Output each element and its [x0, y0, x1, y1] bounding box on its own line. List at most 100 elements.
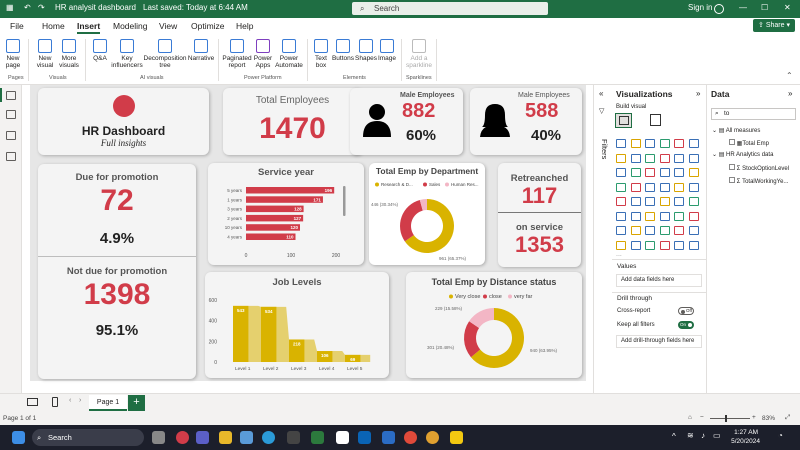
visual-type-icon[interactable] [688, 139, 699, 148]
zoom-slider[interactable] [710, 415, 750, 422]
fit-to-window-icon[interactable]: ⤢ [785, 414, 791, 421]
visual-type-icon[interactable] [674, 153, 684, 163]
menu-home[interactable]: Home [42, 21, 65, 31]
distance-chart-card[interactable]: Total Emp by Distance status Very close cl… [406, 272, 582, 378]
tree-table-all-measures[interactable]: ⌄ ▤ All measures [712, 127, 760, 134]
notepad-icon[interactable] [336, 431, 349, 444]
desktop-layout-icon[interactable] [27, 398, 38, 406]
female-employees-card[interactable]: Male Employees 588 40% [470, 88, 582, 155]
maximize-icon[interactable]: ☐ [761, 3, 769, 12]
more-visuals-button[interactable]: More visuals [56, 39, 82, 69]
male-employees-card[interactable]: Male Employees 882 60% [350, 88, 463, 155]
edge-icon[interactable] [262, 431, 275, 444]
chrome-icon[interactable] [404, 431, 417, 444]
tree-field-stock-option[interactable]: Σ StockOptionLevel [729, 164, 789, 172]
visual-type-icon[interactable] [688, 226, 699, 235]
power-apps-button[interactable]: Power Apps [252, 39, 274, 69]
excel-icon[interactable] [311, 431, 324, 444]
visual-type-icon[interactable] [645, 139, 655, 148]
visual-type-icon[interactable] [659, 226, 670, 235]
retrenchment-card[interactable]: Retreanched 117 on service 1353 [498, 163, 581, 267]
image-button[interactable]: Image [377, 39, 397, 62]
close-icon[interactable]: ✕ [784, 3, 791, 12]
keep-filters-toggle[interactable]: On [678, 321, 694, 329]
table-view-icon[interactable] [6, 110, 16, 119]
visual-type-icon[interactable] [688, 197, 699, 206]
visual-type-icon[interactable] [659, 168, 670, 177]
share-button[interactable]: ⇪ Share ▾ [753, 19, 795, 32]
field-checkbox[interactable] [729, 177, 735, 183]
power-automate-button[interactable]: Power Automate [274, 39, 304, 69]
visual-type-icon[interactable] [645, 168, 655, 177]
wifi-icon[interactable]: ≋ [687, 431, 694, 440]
tree-field-total-emp[interactable]: ▦Total Emp [729, 139, 769, 147]
shapes-button[interactable]: Shapes [355, 39, 377, 62]
visual-type-icon[interactable] [630, 153, 641, 163]
add-drill-through-well[interactable]: Add drill-through fields here [616, 335, 702, 348]
save-status[interactable]: Last saved: Today at 6:44 AM [143, 3, 248, 12]
decomposition-tree-button[interactable]: Decomposition tree [143, 39, 187, 69]
redo-icon[interactable]: ↷ [38, 3, 45, 12]
visual-type-icon[interactable] [616, 240, 626, 250]
tree-table-hr-analytics[interactable]: ⌄ ▤ HR Analytics data [712, 151, 773, 158]
visual-type-icon[interactable] [659, 139, 670, 148]
visual-type-icon[interactable] [616, 168, 626, 177]
zoom-in-icon[interactable]: + [752, 414, 756, 421]
prev-page-icon[interactable]: ‹ [69, 397, 72, 404]
visual-type-icon[interactable] [688, 168, 699, 177]
zoom-out-icon[interactable]: − [700, 414, 704, 421]
narrative-button[interactable]: Narrative [187, 39, 215, 62]
visual-type-icon[interactable] [645, 182, 655, 192]
menu-insert[interactable]: Insert [77, 21, 101, 34]
visual-type-icon[interactable] [659, 240, 670, 250]
menu-view[interactable]: View [159, 21, 178, 31]
add-page-button[interactable]: + [128, 395, 145, 411]
volume-icon[interactable]: ♪ [701, 431, 705, 440]
visual-type-icon[interactable] [659, 153, 670, 163]
clock-time[interactable]: 1:27 AM [734, 429, 758, 436]
documents-icon[interactable] [240, 431, 253, 444]
format-visual-icon[interactable] [650, 114, 661, 126]
visual-type-icon[interactable] [630, 139, 641, 148]
visual-type-icon[interactable] [630, 226, 641, 235]
visual-type-icon[interactable] [630, 182, 641, 192]
visual-type-icon[interactable] [645, 226, 655, 235]
visual-type-icon[interactable] [630, 240, 641, 250]
new-visual-button[interactable]: New visual [34, 39, 56, 69]
total-employees-card[interactable]: Total Employees 1470 [223, 88, 362, 155]
chrome-profile-icon[interactable] [426, 431, 439, 444]
report-view-icon[interactable] [6, 91, 16, 100]
menu-help[interactable]: Help [236, 21, 254, 31]
windows-start-icon[interactable] [12, 431, 25, 444]
notification-app-icon[interactable] [176, 431, 189, 444]
undo-icon[interactable]: ↶ [24, 3, 31, 12]
visual-type-icon[interactable] [616, 226, 626, 235]
data-search-input[interactable]: ⌕ to [711, 108, 796, 120]
file-explorer-icon[interactable] [219, 431, 232, 444]
visual-type-icon[interactable] [616, 153, 626, 163]
notifications-icon[interactable]: ◔ [778, 431, 783, 440]
page-tab-1[interactable]: Page 1 [89, 395, 127, 411]
field-checkbox[interactable] [729, 139, 735, 145]
text-box-button[interactable]: Text box [311, 39, 331, 69]
visual-type-icon[interactable] [674, 197, 684, 206]
cross-report-toggle[interactable]: Off [678, 307, 694, 315]
visual-type-icon[interactable] [674, 139, 684, 148]
visual-type-icon[interactable] [616, 139, 626, 148]
field-checkbox[interactable] [729, 164, 735, 170]
visual-type-icon[interactable] [616, 182, 626, 192]
qa-button[interactable]: Q&A [89, 39, 111, 62]
visual-type-icon[interactable] [674, 168, 684, 177]
visual-type-icon[interactable] [645, 211, 655, 221]
more-visuals-ellipsis[interactable]: ... [616, 251, 622, 258]
menu-optimize[interactable]: Optimize [191, 21, 225, 31]
add-sparkline-button[interactable]: Add a sparkline [405, 39, 433, 69]
visual-type-icon[interactable] [688, 211, 699, 221]
visual-type-icon[interactable] [659, 211, 670, 221]
power-bi-icon[interactable] [450, 431, 463, 444]
service-year-chart-card[interactable]: Service year 5 years 196 1 years 171 3 years 1… [208, 163, 364, 265]
dax-query-icon[interactable] [6, 152, 16, 161]
visual-type-icon[interactable] [674, 211, 684, 221]
document-title[interactable]: HR analysit dashboard [55, 3, 136, 12]
expand-filters-icon[interactable]: « [599, 89, 604, 98]
